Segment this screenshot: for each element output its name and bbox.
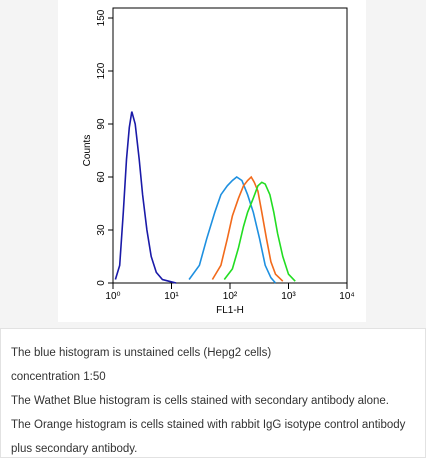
chart: 0 30 60 90 120 150 10⁰ 10¹ 10² 10³ 10⁴ Counts FL1-H xyxy=(58,0,366,322)
caption: The blue histogram is unstained cells (H… xyxy=(0,328,426,458)
caption-line: plus secondary antibody. xyxy=(11,443,138,455)
y-axis-label: Counts xyxy=(82,135,93,167)
y-tick-label: 120 xyxy=(96,62,107,79)
y-tick-label: 150 xyxy=(96,9,107,26)
caption-line: The blue histogram is unstained cells (H… xyxy=(11,347,272,359)
x-tick-label: 10³ xyxy=(281,291,296,302)
image-area: 0 30 60 90 120 150 10⁰ 10¹ 10² 10³ 10⁴ Counts FL1-H xyxy=(0,0,426,328)
x-tick-label: 10¹ xyxy=(164,291,179,302)
caption-line: The Wathet Blue histogram is cells stain… xyxy=(11,395,389,407)
y-tick-label: 30 xyxy=(96,224,107,236)
chart-background xyxy=(58,0,366,322)
caption-line: concentration 1:50 xyxy=(11,371,106,383)
y-tick-label: 90 xyxy=(96,118,107,130)
y-tick-label: 60 xyxy=(96,171,107,183)
x-tick-label: 10⁴ xyxy=(339,291,354,302)
y-tick-label: 0 xyxy=(96,280,107,286)
histogram-line xyxy=(223,181,296,282)
x-tick-label: 10⁰ xyxy=(105,291,120,302)
histogram-line xyxy=(114,111,177,284)
x-axis-label: FL1-H xyxy=(216,305,244,316)
histogram-line xyxy=(211,175,284,282)
caption-line: The Orange histogram is cells stained wi… xyxy=(11,419,406,431)
histogram-line xyxy=(188,176,277,284)
x-tick-label: 10² xyxy=(223,291,238,302)
